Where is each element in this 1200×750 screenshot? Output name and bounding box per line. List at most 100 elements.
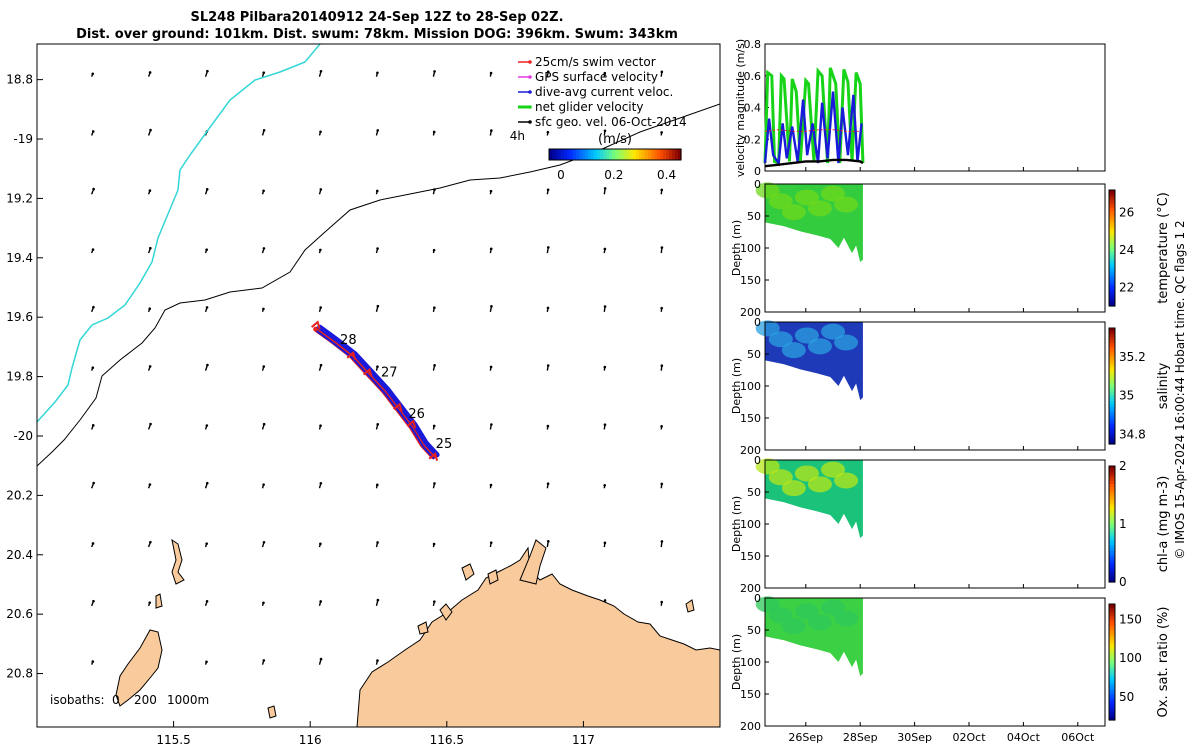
section-colorbar-tick: 22	[1119, 280, 1134, 294]
time-tick-label: 26Sep	[788, 731, 823, 744]
section-colorbar-cell	[1109, 354, 1115, 358]
geo-velocity-arrow-head	[206, 363, 209, 367]
geo-velocity-arrow-head	[148, 365, 152, 368]
section-ytick-label: 200	[740, 306, 761, 319]
section-colorbar-cell	[1109, 573, 1115, 577]
geo-velocity-arrow-head	[262, 71, 266, 74]
section-ytick-label: 100	[740, 242, 761, 255]
section-colorbar-label: salinity	[1156, 362, 1171, 409]
geo-velocity-arrow-head	[319, 542, 322, 546]
section-ytick-label: 50	[747, 348, 761, 361]
section-colorbar-cell	[1109, 365, 1115, 370]
geo-velocity-arrow-head	[433, 482, 436, 485]
section-ytick-label: 0	[754, 316, 761, 329]
section-colorbar-cell	[1109, 359, 1115, 364]
legend-marker	[528, 105, 532, 109]
section-colorbar-cell	[1109, 635, 1115, 640]
section-ytick-label: 50	[747, 624, 761, 637]
geo-velocity-arrow-head	[149, 422, 152, 426]
section-ytick-label: 0	[754, 178, 761, 191]
geo-velocity-arrow-head	[433, 70, 436, 73]
geo-velocity-arrow-head	[490, 305, 493, 308]
section-colorbar-cell	[1109, 219, 1115, 223]
swim-vector-squiggle	[362, 367, 373, 377]
speed-colorbar-cell	[648, 149, 652, 160]
section-colorbar-cell	[1109, 233, 1115, 237]
geo-velocity-arrow-head	[319, 657, 323, 661]
geo-velocity-arrow-head	[603, 247, 607, 251]
geo-velocity-arrow-head	[205, 542, 208, 545]
velocity-ylabel: velocity magnitude (m/s)	[734, 39, 747, 177]
geo-velocity-arrow-head	[91, 248, 95, 251]
speed-colorbar-cell	[636, 149, 640, 160]
section-colorbar-cell	[1109, 664, 1115, 669]
section-colorbar-cell	[1109, 615, 1115, 620]
geo-velocity-arrow-head	[603, 483, 607, 487]
geo-velocity-arrow-head	[205, 248, 208, 252]
geo-velocity-arrow-head	[546, 130, 550, 134]
section-colorbar-cell	[1109, 426, 1115, 431]
section-colorbar-cell	[1109, 682, 1115, 686]
section-ytick-label: 150	[740, 412, 761, 425]
section-colorbar-cell	[1109, 670, 1115, 675]
speed-colorbar-tick: 0	[557, 168, 565, 182]
legend-label: dive-avg current veloc.	[535, 85, 673, 99]
legend-label: 25cm/s swim vector	[535, 55, 656, 69]
geo-velocity-arrow-head	[603, 187, 607, 190]
section-data-patch	[755, 596, 780, 613]
geo-velocity-arrow-head	[91, 130, 95, 133]
speed-colorbar-cell	[609, 149, 613, 160]
section-data-patch	[768, 607, 793, 624]
section-colorbar-cell	[1109, 406, 1115, 410]
day-label: 27	[381, 366, 398, 381]
geo-velocity-arrow-head	[319, 130, 322, 134]
section-colorbar-cell	[1109, 282, 1115, 287]
section-colorbar-cell	[1109, 618, 1115, 622]
lat-tick-label: -19	[13, 132, 33, 146]
section-colorbar-cell	[1109, 195, 1115, 200]
section-colorbar-cell	[1109, 579, 1115, 583]
section-colorbar-label: temperature (°C)	[1156, 192, 1171, 304]
section-colorbar-cell	[1109, 383, 1115, 387]
geo-velocity-arrow-head	[603, 541, 607, 545]
section-colorbar-cell	[1109, 538, 1115, 542]
geo-velocity-arrow-head	[489, 247, 493, 251]
section-colorbar-cell	[1109, 368, 1115, 373]
speed-colorbar-cell	[558, 149, 562, 160]
section-colorbar-cell	[1109, 348, 1115, 352]
section-colorbar-cell	[1109, 624, 1115, 628]
section-colorbar-cell	[1109, 230, 1115, 235]
swim-vector-squiggle	[346, 351, 357, 361]
islet	[155, 593, 163, 609]
section-colorbar-cell	[1109, 221, 1115, 226]
section-colorbar-cell	[1109, 333, 1115, 338]
section-data-patch	[834, 334, 859, 351]
section-colorbar-cell	[1109, 647, 1115, 651]
map-axis-ticks: 115.5 116 116.5 117 18.8 -19 19.2 19.4 19.6 19.8 -…	[6, 73, 595, 747]
section-colorbar-cell	[1109, 656, 1115, 660]
speed-colorbar-cell	[627, 149, 631, 160]
section-colorbar-cell	[1109, 711, 1115, 715]
lat-tick-label: 19.8	[6, 370, 33, 384]
time-tick-label: 30Sep	[897, 731, 932, 744]
section-colorbar-cell	[1109, 224, 1115, 229]
geo-velocity-arrow-head	[149, 540, 152, 544]
geo-velocity-arrow-head	[660, 70, 664, 74]
isobath-value-200: 200	[134, 693, 157, 707]
section-data-patch	[807, 200, 832, 217]
velocity-series-sfc-geo-vel-	[764, 158, 864, 168]
section-colorbar-cell	[1109, 198, 1115, 203]
speed-colorbar-title: (m/s)	[598, 132, 632, 147]
day-label: 25	[436, 437, 453, 452]
geo-velocity-arrow-head	[148, 307, 152, 311]
section-ylabel: Depth (m)	[730, 634, 743, 690]
geo-velocity-arrow-head	[205, 481, 209, 485]
section-colorbar-cell	[1109, 388, 1115, 393]
section-colorbar-cell	[1109, 609, 1115, 614]
section-colorbar-cell	[1109, 227, 1115, 232]
speed-colorbar-cell	[651, 149, 655, 160]
geo-velocity-arrow-head	[546, 188, 550, 192]
section-colorbar-cell	[1109, 297, 1115, 301]
section-colorbar-cell	[1109, 612, 1115, 617]
